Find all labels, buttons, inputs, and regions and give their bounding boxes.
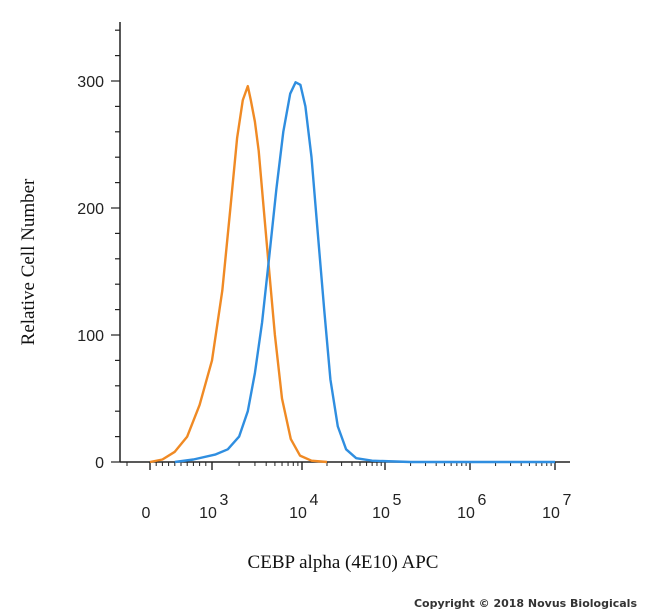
series-layer xyxy=(149,81,555,464)
y-tick-label: 0 xyxy=(95,455,104,472)
x-tick-label: 10 xyxy=(542,505,560,522)
y-axis: 0 100 200 300 xyxy=(77,22,121,472)
x-tick-exponent: 4 xyxy=(310,492,319,509)
x-tick-exponent: 3 xyxy=(220,492,229,509)
x-tick-label: 0 xyxy=(142,505,151,522)
x-tick-label: 10 xyxy=(289,505,307,522)
series-line-2 xyxy=(174,81,555,464)
x-tick-exponent: 5 xyxy=(393,492,402,509)
copyright-text: Copyright © 2018 Novus Biologicals xyxy=(414,597,637,610)
series-line-1 xyxy=(149,84,328,464)
y-tick-label: 300 xyxy=(77,74,104,91)
y-tick-label: 200 xyxy=(77,201,104,218)
x-tick-exponent: 6 xyxy=(478,492,487,509)
x-tick-label: 10 xyxy=(199,505,217,522)
y-axis-title: Relative Cell Number xyxy=(18,178,39,345)
x-tick-label: 10 xyxy=(457,505,475,522)
x-tick-label: 10 xyxy=(372,505,390,522)
x-axis-title: CEBP alpha (4E10) APC xyxy=(248,552,439,573)
y-tick-label: 100 xyxy=(77,328,104,345)
x-tick-exponent: 7 xyxy=(563,492,572,509)
